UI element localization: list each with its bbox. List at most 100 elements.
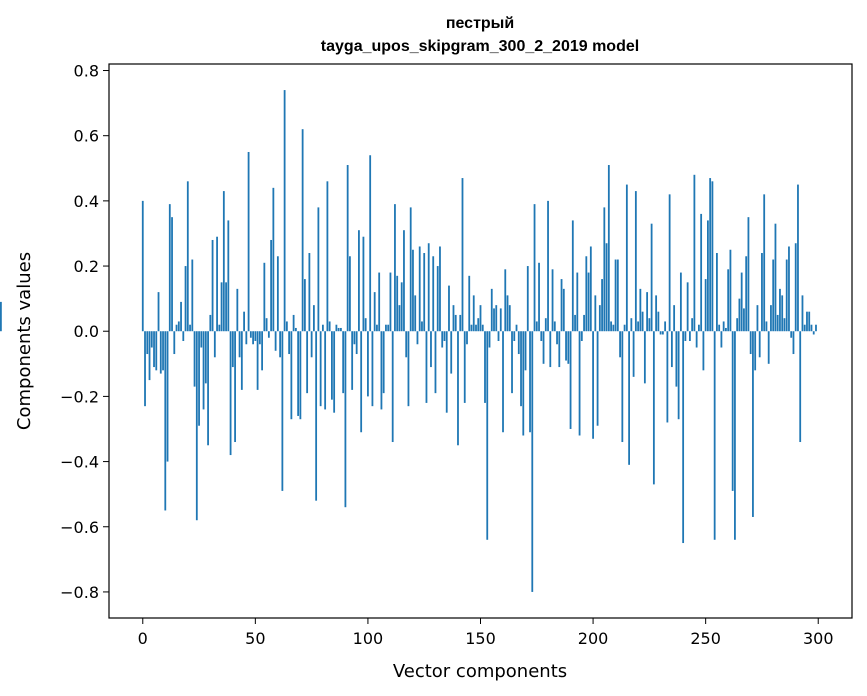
x-tick-label: 250 — [690, 629, 721, 648]
bar-128 — [430, 331, 432, 368]
bar-237 — [675, 331, 678, 387]
x-tick-label: 300 — [803, 629, 834, 648]
bar-20 — [186, 181, 189, 332]
bar-139 — [454, 314, 457, 332]
bar-246 — [695, 331, 698, 348]
bar-35 — [220, 282, 223, 332]
bar-268 — [745, 256, 748, 332]
bar-57 — [270, 239, 273, 332]
bar-133 — [441, 331, 444, 348]
bar-143 — [463, 331, 466, 403]
bar-112 — [394, 204, 396, 332]
bar-205 — [603, 207, 606, 332]
bar-288 — [790, 331, 793, 338]
y-tick-label: −0.6 — [60, 518, 99, 537]
bar-122 — [416, 331, 419, 345]
bar-189 — [567, 331, 570, 364]
bar-266 — [740, 272, 743, 332]
bar-135 — [445, 331, 448, 413]
bar-129 — [432, 256, 435, 332]
bar-27 — [202, 331, 205, 410]
bar-74 — [308, 253, 311, 332]
bar-145 — [468, 275, 471, 332]
bar-276 — [763, 194, 766, 332]
bar-178 — [542, 331, 545, 364]
bar-275 — [761, 253, 763, 332]
bar-121 — [414, 295, 417, 332]
bar-81 — [324, 331, 327, 410]
bar-242 — [686, 282, 689, 332]
bar-79 — [319, 331, 322, 407]
bar-269 — [747, 217, 750, 332]
bar-245 — [693, 174, 696, 332]
bar-91 — [346, 165, 349, 332]
bar-279 — [770, 305, 772, 332]
bar-214 — [623, 324, 626, 332]
bar-210 — [614, 259, 617, 332]
bar-172 — [529, 331, 531, 433]
bar-46 — [245, 331, 248, 345]
bar-252 — [709, 178, 712, 332]
x-tick-label: 0 — [138, 629, 148, 648]
bar-247 — [698, 324, 700, 332]
bar-193 — [576, 272, 579, 332]
bar-140 — [457, 331, 459, 446]
bar-90 — [344, 331, 347, 508]
bar-125 — [423, 253, 426, 332]
bar-8 — [159, 331, 162, 374]
bar-69 — [297, 331, 300, 416]
bar-70 — [299, 331, 302, 420]
plot-frame — [108, 63, 853, 619]
bar-240 — [682, 331, 685, 544]
bar-101 — [369, 155, 372, 332]
bar-51 — [256, 331, 259, 390]
bar-99 — [364, 318, 367, 332]
bar-229 — [657, 311, 660, 332]
bar-36 — [222, 191, 225, 332]
bar-160 — [502, 331, 504, 433]
bar-5 — [153, 331, 155, 368]
bar-238 — [677, 331, 680, 420]
y-axis-label: Components values — [14, 252, 35, 430]
bar-61 — [279, 331, 282, 358]
bar-280 — [772, 259, 775, 332]
bar-118 — [407, 331, 410, 407]
bar-28 — [204, 331, 207, 384]
bar-39 — [229, 331, 232, 456]
bar-291 — [797, 184, 799, 332]
bar-94 — [353, 331, 356, 345]
bar-209 — [612, 324, 615, 332]
bar-12 — [168, 204, 171, 332]
bar-274 — [758, 331, 761, 358]
bar-263 — [734, 331, 736, 540]
bar-33 — [216, 236, 218, 332]
bar-186 — [560, 279, 563, 332]
bar-248 — [700, 213, 703, 332]
bar-48 — [249, 331, 252, 338]
bar-67 — [292, 314, 295, 332]
bar-258 — [722, 321, 725, 332]
bar-176 — [538, 262, 540, 332]
bar-89 — [342, 331, 345, 394]
y-tick-label: 0.4 — [74, 192, 99, 211]
bar-283 — [779, 288, 781, 332]
bar-29 — [207, 331, 209, 446]
bar-149 — [477, 318, 480, 332]
bar-76 — [312, 305, 315, 332]
bar-217 — [630, 318, 633, 332]
bar-244 — [691, 318, 694, 332]
bar-55 — [265, 318, 268, 332]
bar-147 — [472, 295, 475, 332]
bar-109 — [387, 324, 390, 332]
bar-251 — [707, 220, 709, 332]
bar-211 — [616, 259, 619, 332]
bar-282 — [776, 314, 779, 332]
bar-75 — [310, 331, 313, 358]
bar-167 — [517, 331, 520, 355]
bar-197 — [585, 256, 588, 332]
bar-273 — [756, 305, 759, 332]
bar-44 — [240, 331, 243, 390]
bar-158 — [497, 331, 500, 341]
bar-294 — [803, 324, 806, 332]
